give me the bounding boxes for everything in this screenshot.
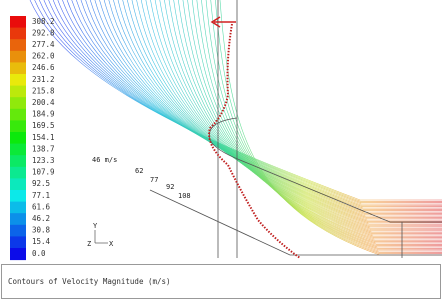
colorbar-label: 262.0 [32,52,55,61]
colorbar-swatch [10,155,26,167]
colorbar-label: 169.5 [32,121,55,130]
streamline [86,0,442,216]
annotation: 92 [166,183,174,191]
annotation: 46 m/s [92,156,117,164]
colorbar-swatch [10,51,26,63]
streamline [49,0,442,205]
colorbar: 308.2 292.8 277.4 262.0 246.6 231.2 215.8 200.4… [10,16,55,260]
colorbar-swatch [10,97,26,109]
colorbar-label: 184.9 [32,110,55,119]
colorbar-label: 292.8 [32,28,55,37]
colorbar-swatch [10,62,26,74]
colorbar-swatch [10,132,26,144]
colorbar-swatch [10,144,26,156]
colorbar-label: 123.3 [32,156,55,165]
streamline [30,0,442,200]
colorbar-swatch [10,248,26,260]
colorbar-label: 107.9 [32,168,55,177]
colorbar-swatch [10,225,26,237]
upper-wall [209,118,442,222]
colorbar-swatch [10,190,26,202]
colorbar-label: 277.4 [32,40,55,49]
colorbar-label: 138.7 [32,144,55,153]
colorbar-swatch [10,16,26,28]
triad-label: Z [87,240,91,248]
streamline [90,0,442,217]
colorbar-label: 308.2 [32,17,55,26]
streamline [67,0,442,211]
streamline [95,0,442,219]
colorbar-label: 15.4 [32,237,51,246]
streamline [72,0,442,212]
streamlines [30,0,442,255]
colorbar-label: 154.1 [32,133,55,142]
colorbar-label: 46.2 [32,214,50,223]
streamline [81,0,442,215]
axis-triad [95,230,108,243]
colorbar-label: 246.6 [32,63,55,72]
colorbar-label: 215.8 [32,86,55,95]
streamline [183,0,442,244]
triad-label: Y [93,222,98,230]
screenshot: 308.2 292.8 277.4 262.0 246.6 231.2 215.8 200.4… [0,0,442,300]
colorbar-swatch [10,28,26,40]
colorbar-swatch [10,202,26,214]
streamline [44,0,442,204]
colorbar-label: 61.6 [32,202,51,211]
colorbar-label: 30.8 [32,226,51,235]
colorbar-swatch [10,167,26,179]
page: 308.2 292.8 277.4 262.0 246.6 231.2 215.8 200.4… [0,0,442,300]
colorbar-swatch [10,213,26,225]
streamline [188,0,442,246]
streamline [53,0,442,207]
colorbar-label: 0.0 [32,249,46,258]
colorbar-label: 92.5 [32,179,50,188]
annotation: 108 [178,192,191,200]
streamline [76,0,442,213]
colorbar-swatch [10,39,26,51]
triad-label: X [109,240,114,248]
colorbar-swatch [10,236,26,248]
colorbar-swatch [10,109,26,121]
annotation: 62 [135,167,143,175]
streamline [197,0,442,248]
colorbar-swatch [10,74,26,86]
caption: Contours of Velocity Magnitude (m/s) [8,277,171,286]
colorbar-swatch [10,86,26,98]
colorbar-label: 231.2 [32,75,55,84]
streamline [39,0,442,203]
colorbar-label: 77.1 [32,191,50,200]
annotation: 77 [150,176,158,184]
colorbar-label: 200.4 [32,98,55,107]
streamline [35,0,442,201]
colorbar-swatch [10,178,26,190]
colorbar-swatch [10,120,26,132]
